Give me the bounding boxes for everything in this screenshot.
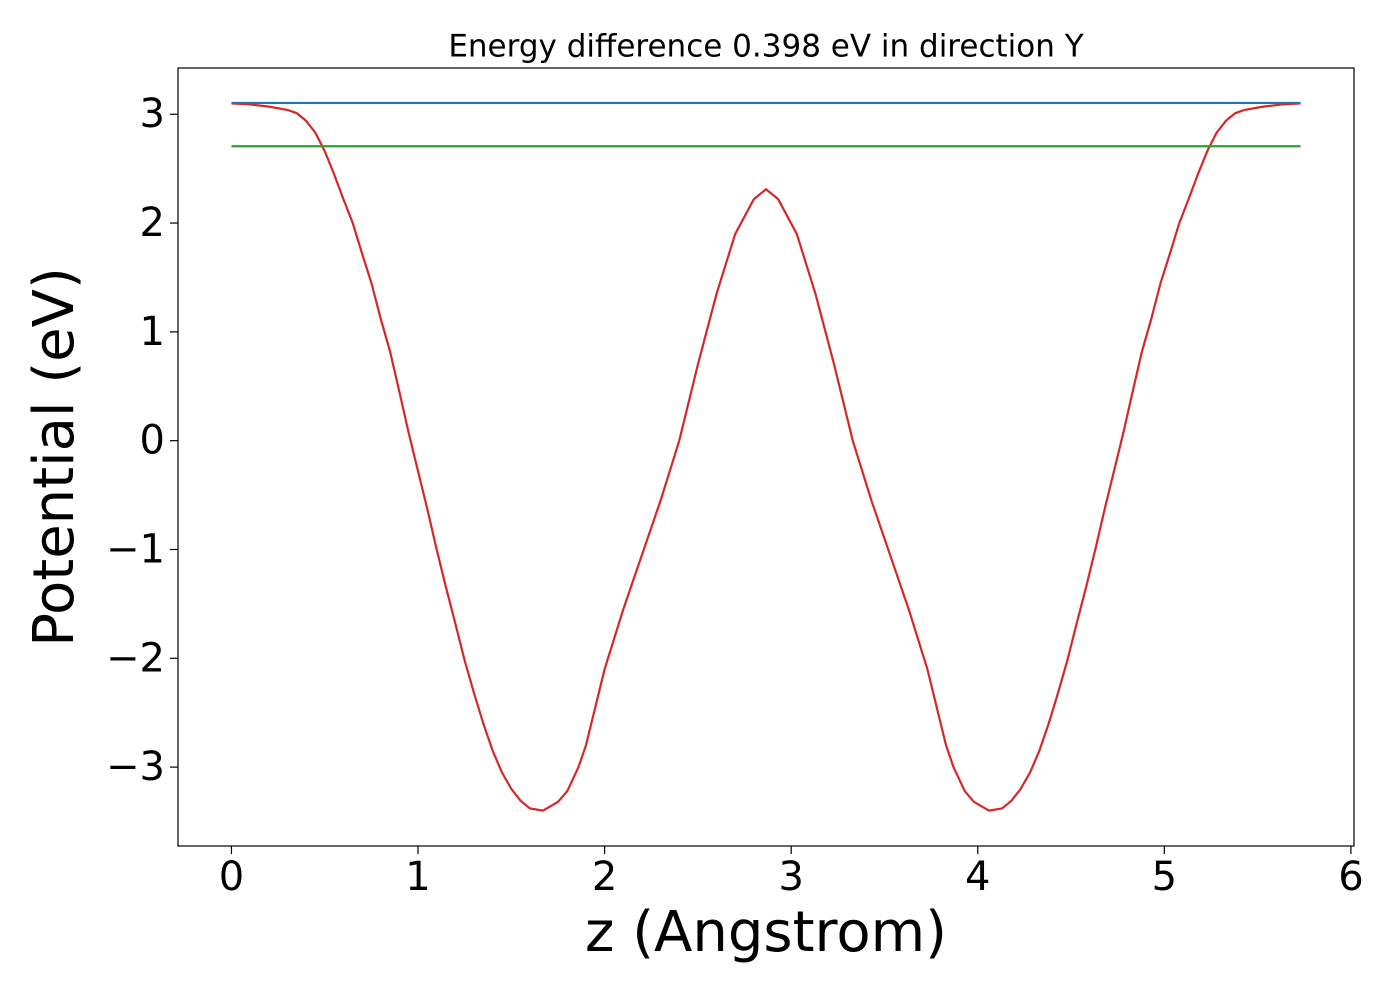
y-tick-label: −2 [106, 635, 165, 681]
x-tick-label: 4 [965, 854, 990, 900]
y-tick-label: −1 [106, 526, 165, 572]
x-tick-label: 5 [1152, 854, 1177, 900]
plot-frame [177, 67, 1355, 847]
y-tick-label: 3 [140, 91, 165, 137]
y-tick-label: 0 [140, 418, 165, 464]
line [231, 102, 1301, 812]
x-tick-label: 6 [1338, 854, 1363, 900]
y-tick-label: 1 [140, 309, 165, 355]
y-axis-label: Potential (eV) [22, 267, 87, 647]
x-tick-label: 2 [592, 854, 617, 900]
x-tick-label: 1 [405, 854, 430, 900]
y-tick-label: 2 [140, 200, 165, 246]
x-tick-label: 0 [219, 854, 244, 900]
chart-title: Energy difference 0.398 eV in direction … [448, 29, 1083, 65]
x-axis-label: z (Angstrom) [585, 900, 947, 965]
x-tick-label: 3 [778, 854, 803, 900]
y-tick-label: −3 [106, 744, 165, 790]
